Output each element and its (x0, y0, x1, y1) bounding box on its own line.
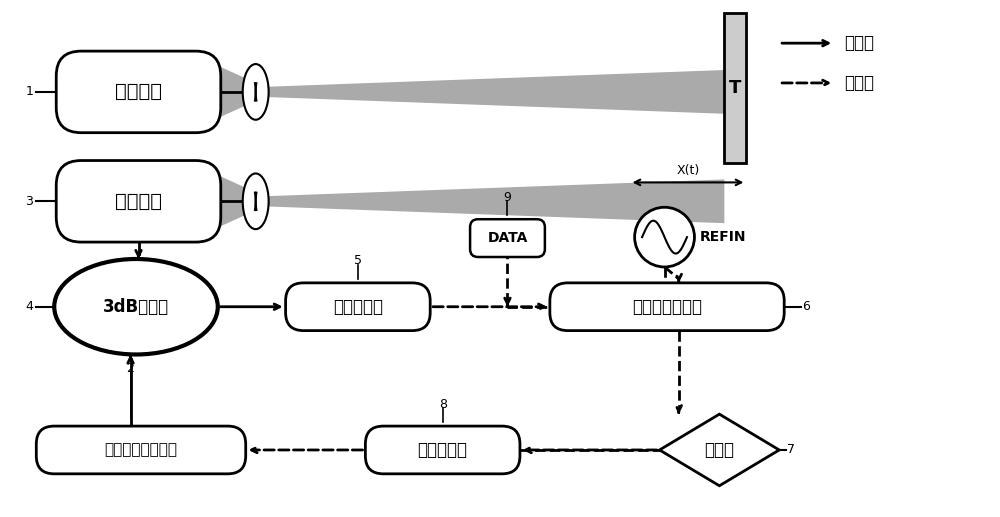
Text: DATA: DATA (487, 231, 528, 245)
Text: 环路滤波器: 环路滤波器 (418, 441, 468, 459)
Text: 光信号: 光信号 (844, 34, 874, 52)
Text: 6: 6 (802, 300, 810, 313)
Text: X(t): X(t) (676, 164, 700, 177)
FancyBboxPatch shape (56, 51, 221, 133)
Text: 7: 7 (787, 444, 795, 457)
FancyBboxPatch shape (470, 219, 545, 257)
Ellipse shape (243, 64, 269, 120)
Text: 接收系统: 接收系统 (115, 192, 162, 211)
Text: 主激光器: 主激光器 (115, 82, 162, 101)
Text: 鉴频鉴相器模块: 鉴频鉴相器模块 (632, 298, 702, 316)
Text: 电信号: 电信号 (844, 74, 874, 92)
FancyBboxPatch shape (724, 13, 746, 162)
Text: 电荷泵: 电荷泵 (704, 441, 734, 459)
Circle shape (635, 207, 694, 267)
Text: 9: 9 (504, 191, 511, 204)
FancyBboxPatch shape (365, 426, 520, 474)
Polygon shape (660, 414, 779, 486)
FancyBboxPatch shape (56, 161, 221, 242)
Text: 1: 1 (25, 85, 33, 98)
Text: REFIN: REFIN (699, 230, 746, 244)
Polygon shape (263, 70, 724, 114)
Text: 可调谐本振激光器: 可调谐本振激光器 (104, 443, 178, 458)
Polygon shape (263, 179, 724, 223)
Text: 3dB耦合器: 3dB耦合器 (103, 298, 169, 316)
Text: 4: 4 (25, 300, 33, 313)
Text: 3: 3 (25, 195, 33, 208)
Polygon shape (221, 67, 265, 117)
Text: 8: 8 (439, 398, 447, 410)
Text: 5: 5 (354, 254, 362, 267)
Text: 平衡探测器: 平衡探测器 (333, 298, 383, 316)
Ellipse shape (54, 259, 218, 355)
FancyBboxPatch shape (36, 426, 246, 474)
Text: 2: 2 (127, 362, 134, 375)
Polygon shape (221, 176, 265, 226)
Ellipse shape (243, 174, 269, 229)
FancyBboxPatch shape (550, 283, 784, 330)
FancyBboxPatch shape (286, 283, 430, 330)
Text: T: T (729, 79, 742, 97)
